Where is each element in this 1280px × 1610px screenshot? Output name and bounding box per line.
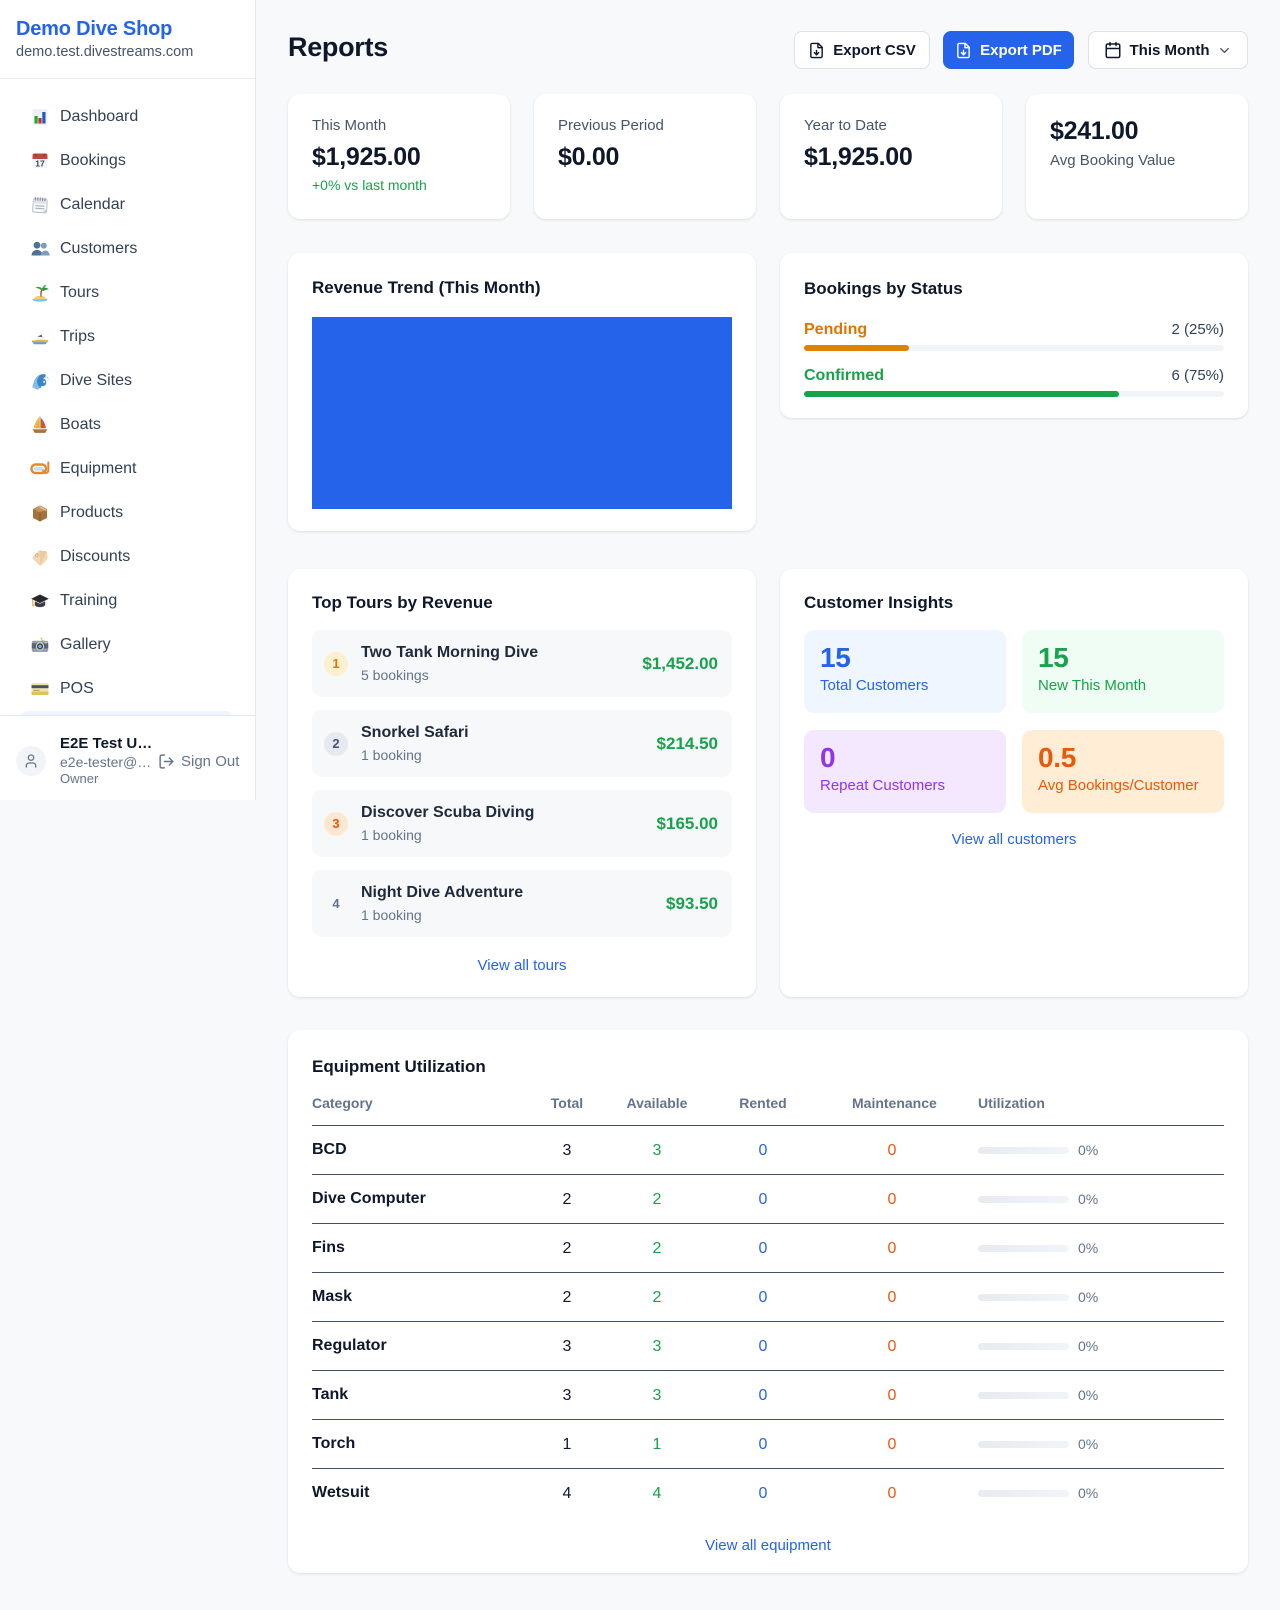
svg-text:17: 17 — [35, 159, 45, 169]
